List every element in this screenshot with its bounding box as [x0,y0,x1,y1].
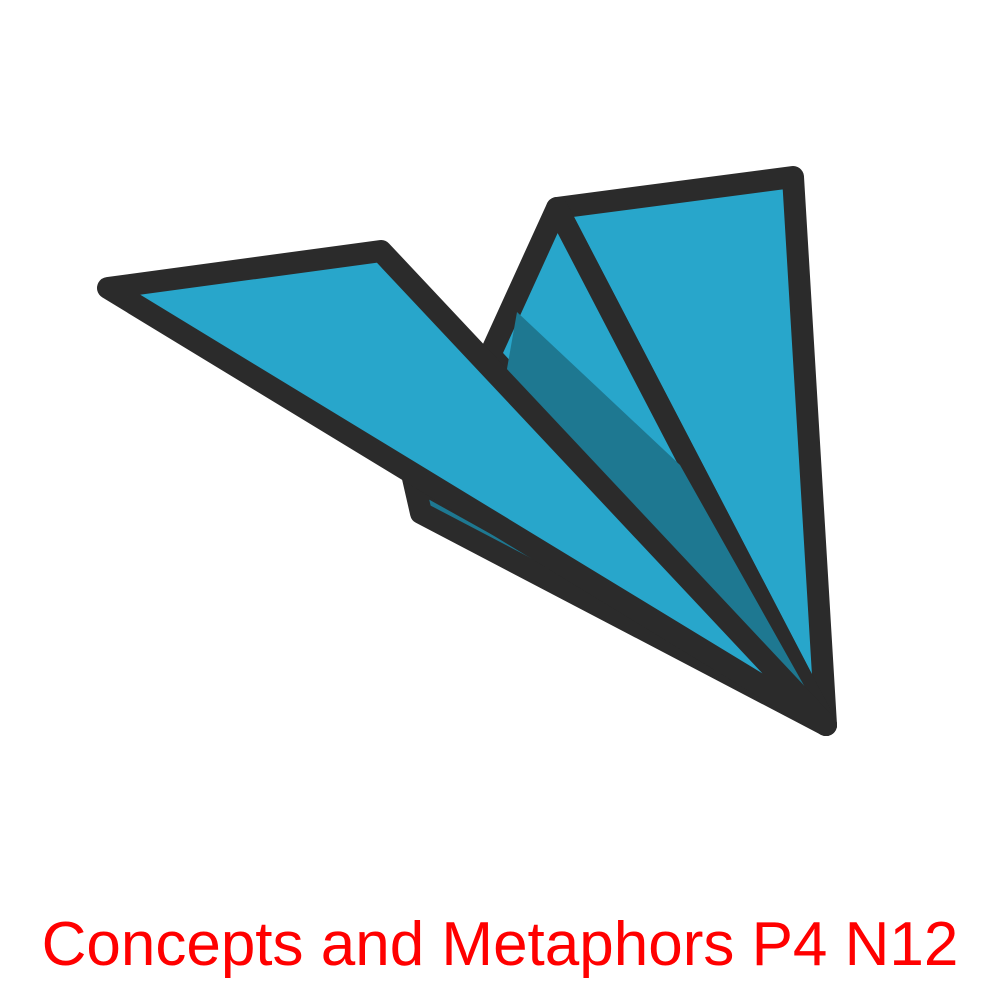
plane-fold-shadow [505,312,815,705]
caption-text: Concepts and Metaphors P4 N12 [41,910,959,979]
plane-left-wing [97,240,837,736]
